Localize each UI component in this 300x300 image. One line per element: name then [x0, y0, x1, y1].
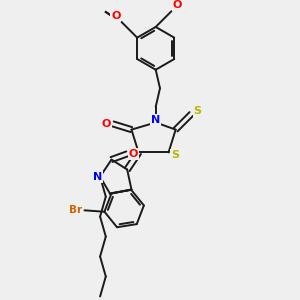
Text: O: O: [172, 0, 182, 10]
Text: O: O: [111, 11, 121, 21]
Text: Br: Br: [69, 205, 82, 215]
Text: S: S: [194, 106, 202, 116]
Text: O: O: [102, 119, 111, 129]
Text: N: N: [93, 172, 102, 182]
Text: O: O: [129, 149, 138, 159]
Text: N: N: [151, 115, 160, 125]
Text: S: S: [171, 150, 179, 160]
